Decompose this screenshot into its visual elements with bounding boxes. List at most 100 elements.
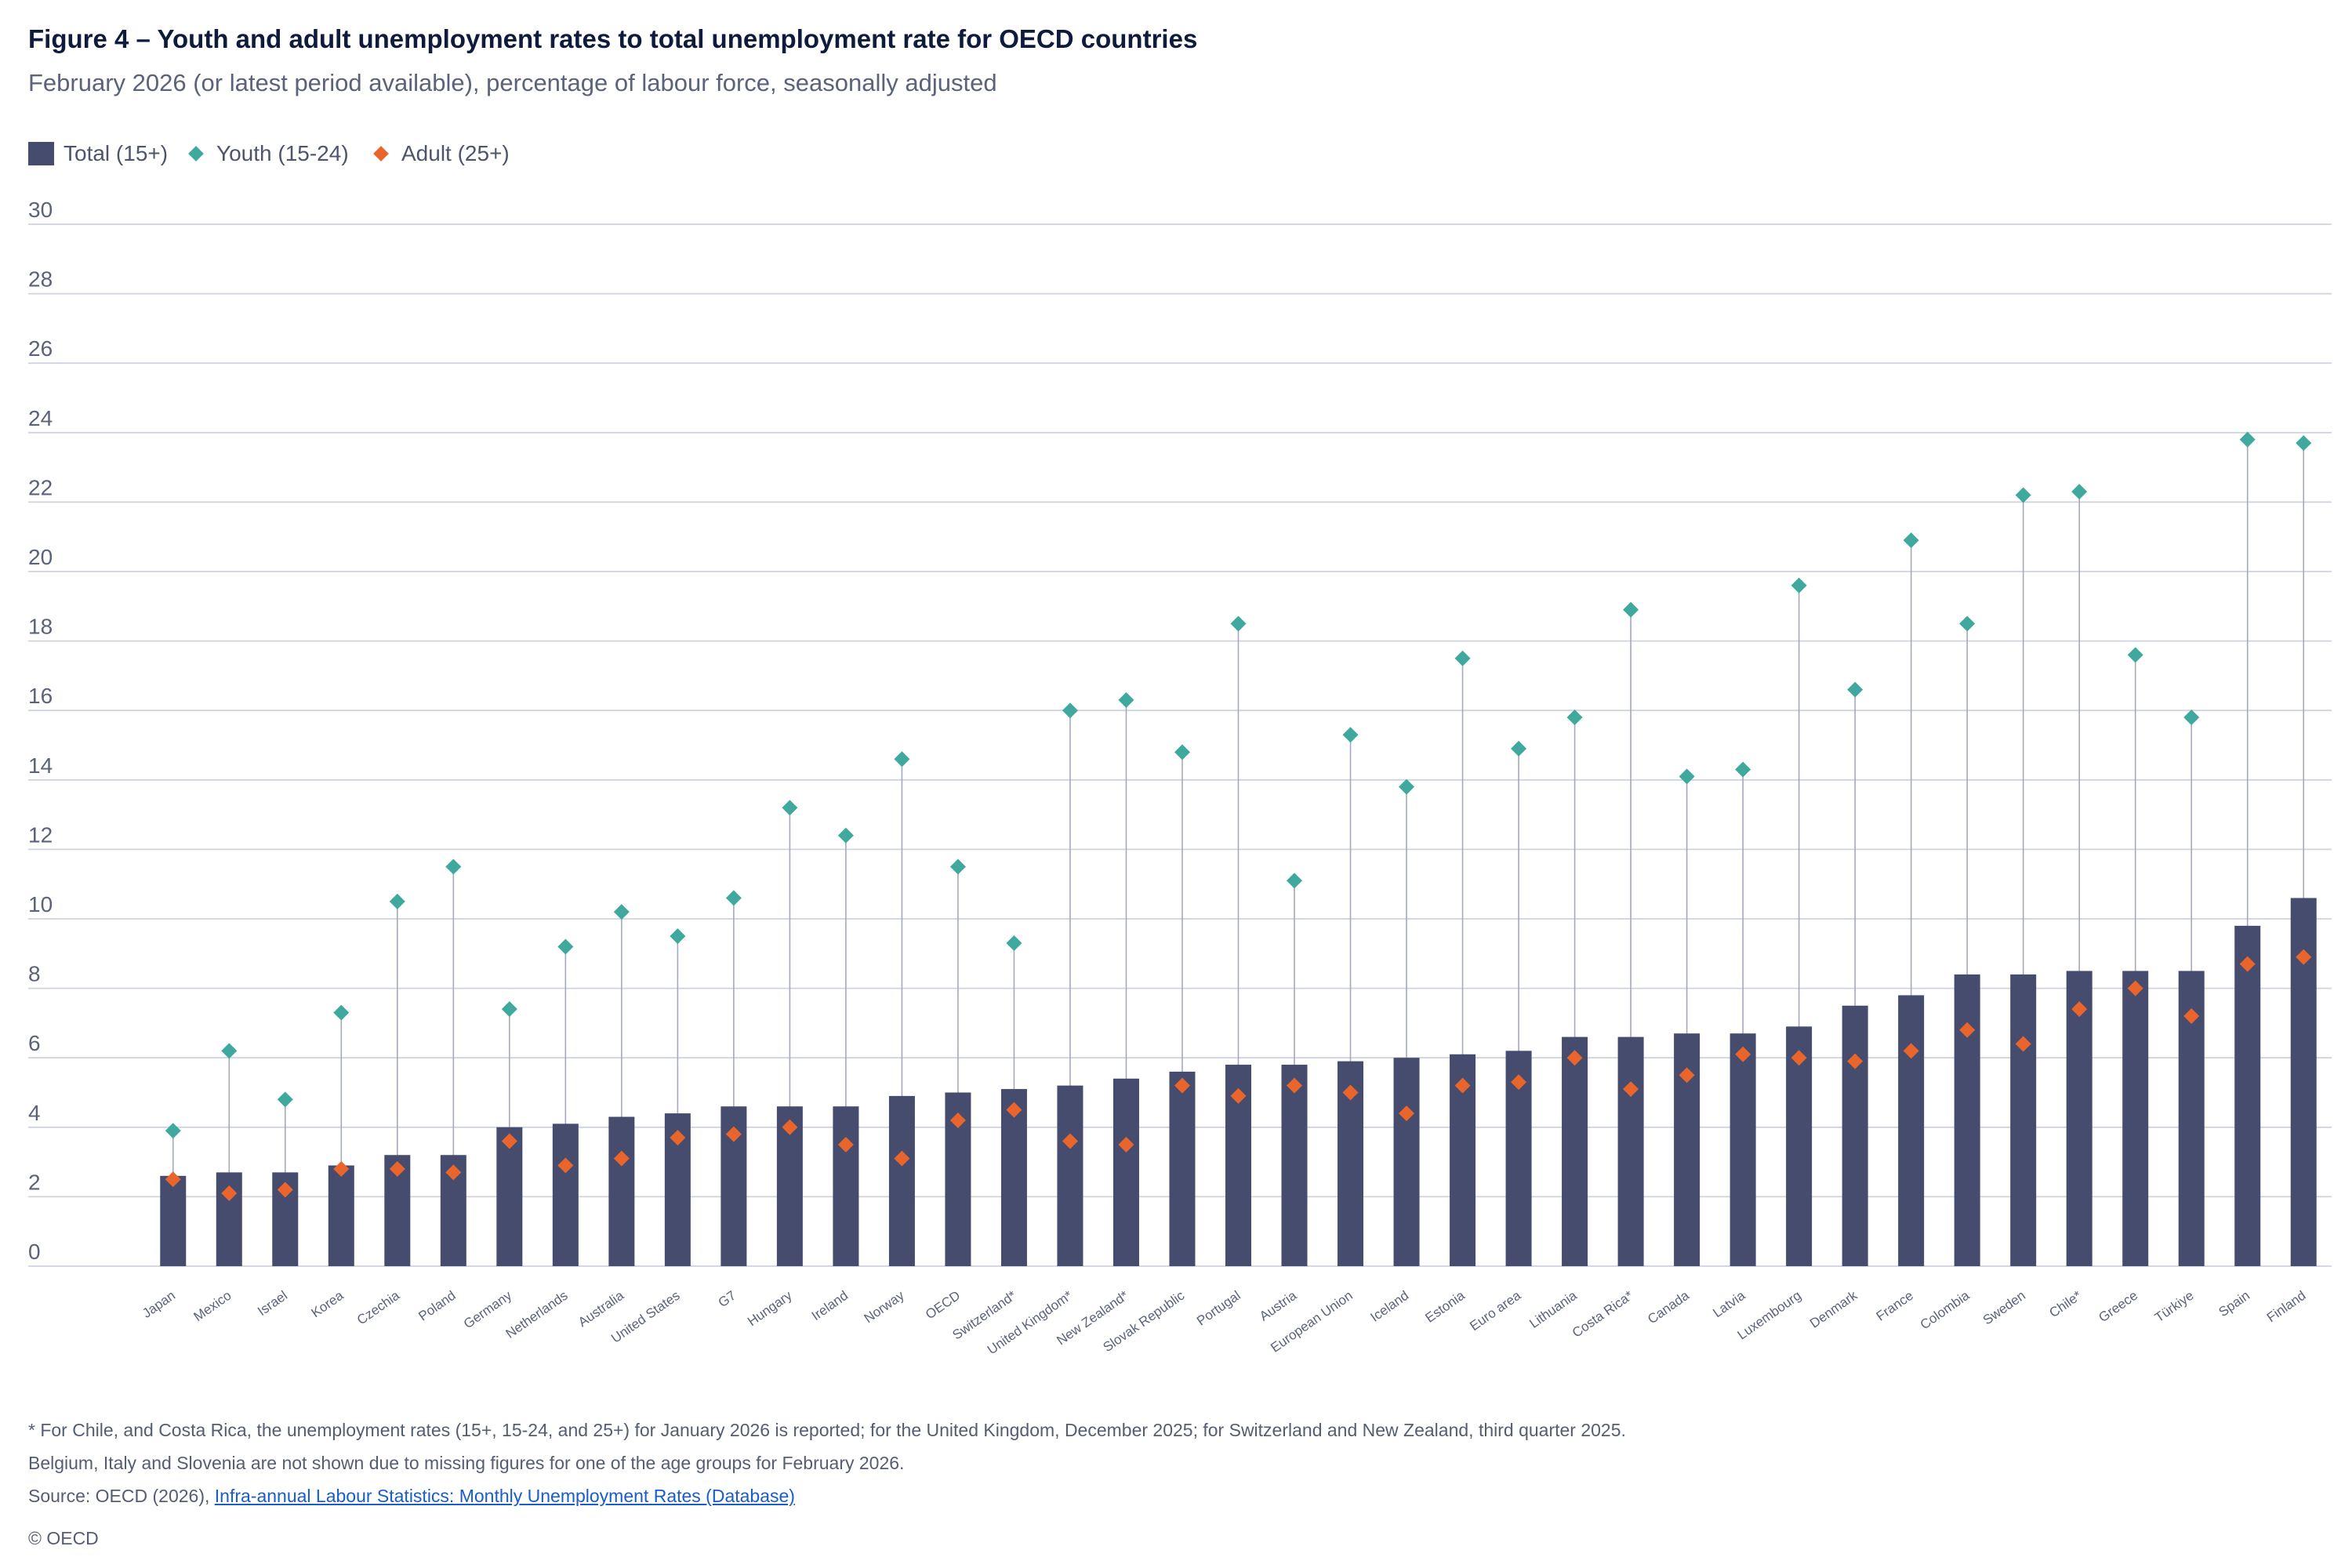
legend-label-youth: Youth (15-24) (216, 141, 349, 165)
y-tick-label: 28 (28, 267, 53, 292)
x-tick-label: Germany (461, 1287, 515, 1331)
marker-adult (670, 1130, 686, 1146)
x-tick-label: Australia (575, 1287, 627, 1330)
bar-total (1112, 1078, 1139, 1266)
marker-youth (1454, 650, 1471, 666)
marker-youth (1679, 768, 1695, 785)
legend-label-adult: Adult (25+) (401, 141, 510, 165)
bar-total (1898, 995, 1925, 1266)
marker-youth (670, 928, 686, 945)
marker-youth (725, 890, 742, 906)
bar-total (1562, 1036, 1588, 1266)
marker-youth (1623, 601, 1639, 618)
y-tick-label: 8 (28, 962, 41, 986)
legend-label-total: Total (15+) (64, 141, 169, 165)
y-tick-label: 14 (28, 753, 53, 778)
marker-adult (1847, 1053, 1864, 1069)
marker-youth (1342, 727, 1359, 743)
marker-adult (221, 1185, 238, 1201)
bar-total (608, 1116, 635, 1266)
marker-youth (1566, 710, 1583, 726)
x-tick-label: Chile* (2046, 1287, 2084, 1320)
x-tick-label: Mexico (191, 1288, 234, 1324)
x-tick-label: Canada (1645, 1287, 1692, 1327)
legend-swatch-total (28, 142, 54, 165)
y-tick-label: 2 (28, 1170, 41, 1194)
marker-adult (2183, 1008, 2200, 1025)
x-tick-label: Norway (862, 1287, 908, 1326)
marker-youth (1959, 615, 1976, 632)
marker-adult (1959, 1022, 1976, 1038)
marker-adult (2239, 956, 2256, 972)
marker-adult (2015, 1036, 2031, 1052)
bar-total (1281, 1065, 1308, 1266)
legend-item-youth: Youth (15-24) (187, 140, 349, 167)
y-tick-label: 6 (28, 1031, 41, 1055)
marker-adult (501, 1133, 517, 1149)
bar-total (1393, 1058, 1420, 1266)
x-tick-label: Ireland (809, 1288, 851, 1323)
x-tick-label: Czechia (354, 1287, 403, 1327)
marker-youth (1118, 691, 1134, 708)
bar-total (2010, 974, 2037, 1266)
y-tick-label: 30 (28, 198, 53, 222)
bar-total (2122, 971, 2149, 1266)
marker-adult (1566, 1050, 1583, 1066)
marker-adult (782, 1119, 798, 1135)
marker-youth (2071, 484, 2088, 500)
source-prefix: Source: OECD (2026), (28, 1486, 215, 1506)
marker-youth (1399, 779, 1415, 795)
source-link[interactable]: Infra-annual Labour Statistics: Monthly … (214, 1486, 795, 1506)
marker-youth (1903, 532, 1919, 549)
x-axis-labels: Japan Mexico Israel Korea Czechia Poland Germa… (140, 1287, 2308, 1357)
x-tick-label: G7 (716, 1288, 739, 1311)
x-tick-label: Poland (416, 1288, 458, 1324)
x-tick-label: Netherlands (503, 1288, 571, 1341)
bar-total (552, 1123, 579, 1266)
marker-adult (2071, 1001, 2088, 1018)
marker-adult (613, 1150, 630, 1167)
marker-youth (1174, 744, 1190, 760)
bar-total (1169, 1071, 1196, 1266)
marker-youth (221, 1043, 238, 1059)
bar-total (1842, 1005, 1868, 1266)
marker-adult (277, 1181, 293, 1198)
marker-adult (1511, 1074, 1527, 1091)
marker-adult (1230, 1087, 1247, 1104)
marker-adult (445, 1164, 462, 1181)
x-tick-label: Estonia (1422, 1287, 1468, 1325)
bar-total (2066, 971, 2092, 1266)
x-tick-label: Israel (255, 1288, 290, 1319)
marker-adult (1623, 1081, 1639, 1098)
marker-adult (894, 1150, 910, 1167)
marker-adult (333, 1160, 350, 1177)
markers-adult (165, 949, 2312, 1201)
marker-youth (1230, 615, 1247, 632)
marker-youth (2183, 710, 2200, 726)
bar-total (1730, 1033, 1756, 1266)
bar-total (160, 1175, 187, 1266)
chart-subtitle: February 2026 (or latest period availabl… (28, 69, 997, 96)
x-tick-label: Türkiye (2152, 1288, 2197, 1326)
marker-youth (445, 858, 462, 875)
bar-total (1786, 1026, 1813, 1266)
y-tick-label: 10 (28, 892, 53, 916)
bars-total (160, 898, 2317, 1266)
y-tick-label: 0 (28, 1240, 41, 1264)
marker-youth (1006, 935, 1022, 952)
marker-adult (557, 1157, 574, 1174)
marker-adult (1399, 1105, 1415, 1122)
marker-adult (1118, 1136, 1134, 1152)
x-tick-label: Finland (2264, 1288, 2309, 1326)
marker-adult (1174, 1077, 1190, 1094)
x-tick-label: OECD (923, 1288, 963, 1323)
x-tick-label: Greece (2096, 1288, 2140, 1326)
marker-adult (1679, 1067, 1695, 1083)
marker-youth (1791, 577, 1807, 593)
marker-youth (1735, 761, 1751, 778)
x-tick-label: Latvia (1710, 1287, 1748, 1320)
marker-adult (949, 1112, 966, 1128)
y-tick-label: 12 (28, 822, 53, 847)
marker-adult (1006, 1102, 1022, 1118)
